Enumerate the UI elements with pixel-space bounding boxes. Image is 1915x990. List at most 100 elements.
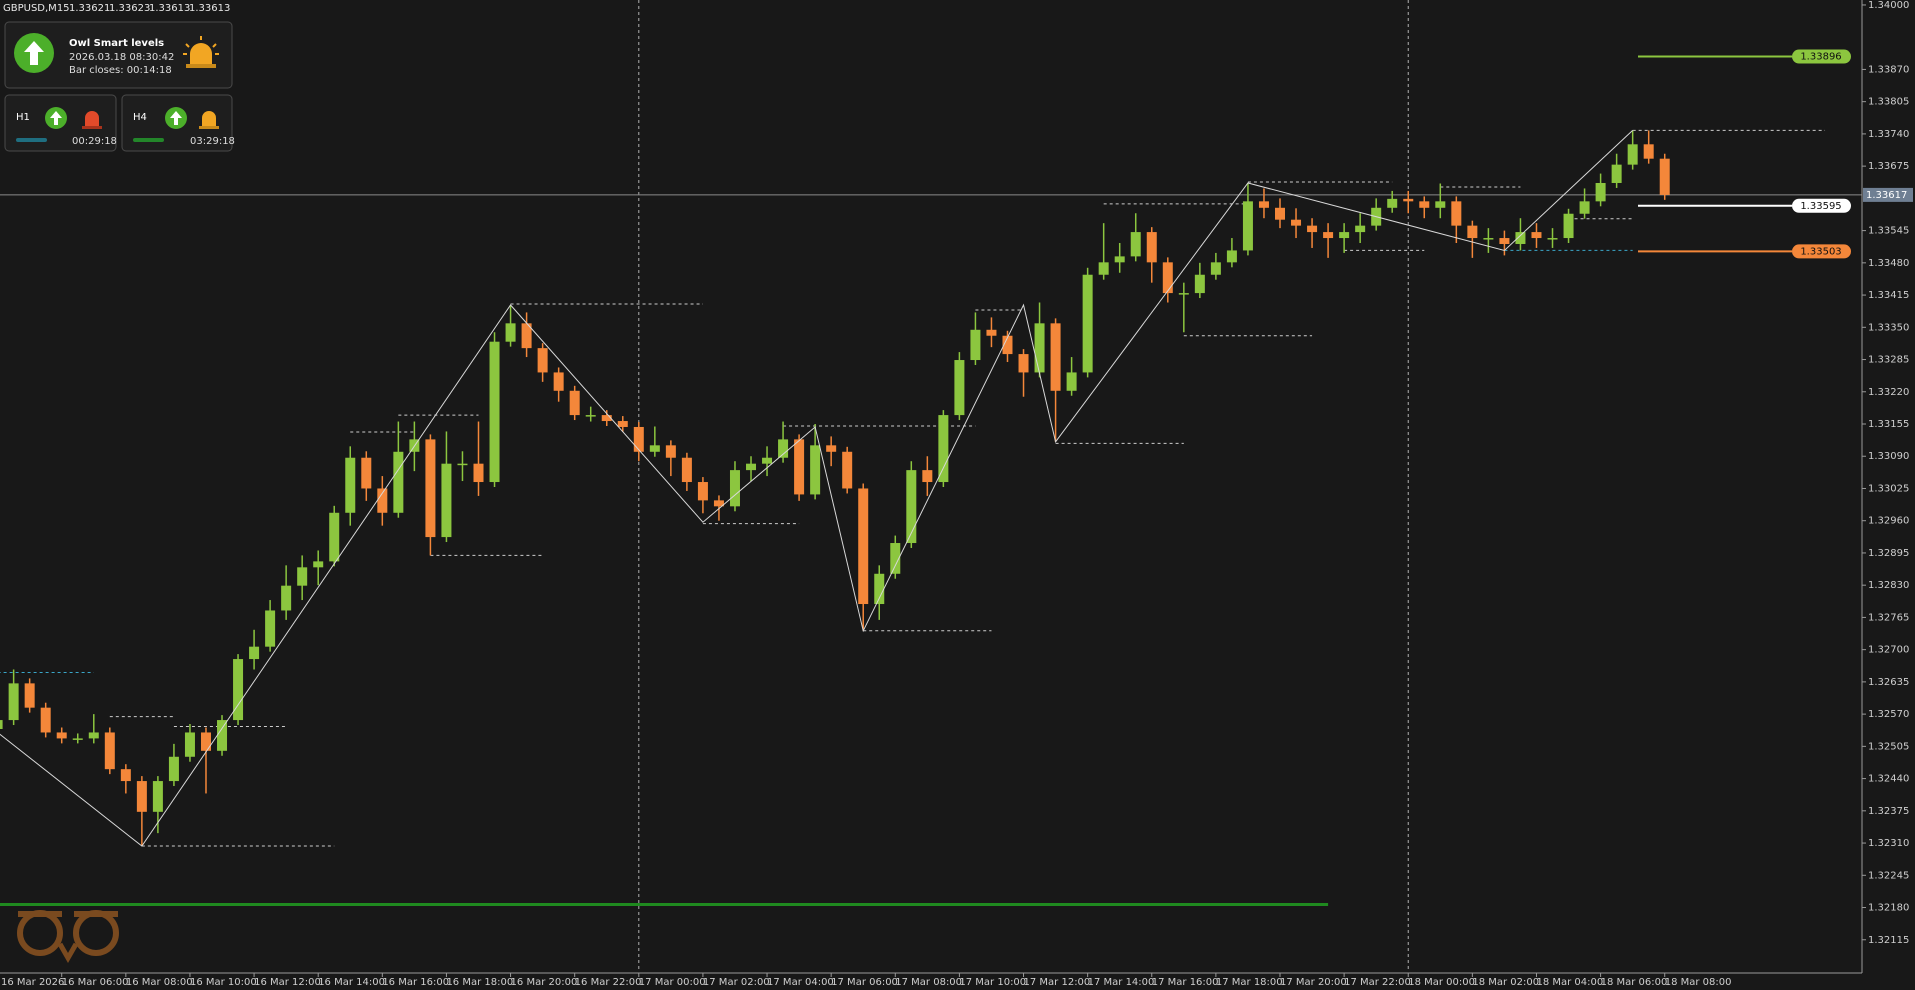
candle-body bbox=[746, 463, 757, 471]
candle-body bbox=[986, 329, 997, 336]
candle-body bbox=[954, 360, 965, 416]
level-label: 1.33896 bbox=[1800, 52, 1841, 63]
x-tick-label: 16 Mar 12:00 bbox=[254, 977, 321, 988]
candle-body bbox=[1226, 250, 1237, 263]
panel-time: 2026.03.18 08:30:42 bbox=[69, 52, 174, 63]
candle-body bbox=[1435, 201, 1446, 208]
y-tick-label: 1.32960 bbox=[1868, 516, 1909, 527]
x-tick-label: 16 Mar 18:00 bbox=[446, 977, 513, 988]
candle-body bbox=[826, 445, 837, 452]
candle-body bbox=[858, 488, 869, 605]
candle-body bbox=[168, 756, 179, 782]
candle-body bbox=[1018, 354, 1029, 373]
x-tick-label: 16 Mar 22:00 bbox=[575, 977, 642, 988]
candle-body bbox=[1579, 201, 1590, 214]
candle-body bbox=[489, 341, 500, 483]
y-tick-label: 1.33870 bbox=[1868, 64, 1909, 75]
candle-body bbox=[697, 482, 708, 501]
candle-body bbox=[1242, 201, 1253, 251]
candle-body bbox=[778, 439, 789, 458]
candle-body bbox=[1034, 323, 1045, 373]
x-tick-label: 17 Mar 00:00 bbox=[639, 977, 706, 988]
candle-body bbox=[425, 439, 436, 538]
current-price-badge bbox=[1863, 187, 1913, 202]
candle-body bbox=[1611, 164, 1622, 183]
progress-bar bbox=[133, 138, 164, 142]
candle-body bbox=[40, 707, 51, 733]
x-tick-label: 16 Mar 14:00 bbox=[318, 977, 385, 988]
x-tick-label: 16 Mar 08:00 bbox=[126, 977, 193, 988]
candle-body bbox=[553, 372, 564, 391]
y-tick-label: 1.33025 bbox=[1868, 483, 1909, 494]
candle-body bbox=[297, 567, 308, 586]
x-tick-label: 17 Mar 12:00 bbox=[1024, 977, 1091, 988]
candle-body bbox=[1307, 225, 1318, 233]
candle-body bbox=[1627, 144, 1638, 165]
candle-body bbox=[1403, 198, 1414, 202]
level-label: 1.33595 bbox=[1800, 201, 1841, 212]
x-tick-label: 17 Mar 06:00 bbox=[831, 977, 898, 988]
candle-body bbox=[473, 463, 484, 483]
candle-body bbox=[1547, 238, 1558, 240]
candle-body bbox=[1066, 372, 1077, 391]
y-tick-label: 1.32635 bbox=[1868, 677, 1909, 688]
x-tick-label: 16 Mar 2026 bbox=[1, 977, 64, 988]
y-tick-label: 1.33740 bbox=[1868, 129, 1909, 140]
candle-body bbox=[874, 573, 885, 605]
candle-body bbox=[906, 470, 917, 544]
bar-closes: Bar closes: 00:14:18 bbox=[69, 65, 172, 76]
candle-body bbox=[1531, 232, 1542, 239]
y-tick-label: 1.33350 bbox=[1868, 322, 1909, 333]
y-tick-label: 1.33675 bbox=[1868, 161, 1909, 172]
progress-bar bbox=[16, 138, 47, 142]
y-tick-label: 1.33285 bbox=[1868, 355, 1909, 366]
candle-body bbox=[281, 585, 292, 611]
y-tick-label: 1.33545 bbox=[1868, 226, 1909, 237]
candle-body bbox=[1002, 335, 1013, 355]
tf-panel-h4: H4 03:29:18 bbox=[121, 94, 235, 152]
candle-body bbox=[601, 415, 612, 422]
candle-body bbox=[1162, 262, 1173, 294]
candle-body bbox=[633, 426, 644, 452]
y-tick-label: 1.32310 bbox=[1868, 838, 1909, 849]
candle-body bbox=[88, 732, 99, 739]
x-tick-label: 18 Mar 02:00 bbox=[1472, 977, 1539, 988]
y-tick-label: 1.32830 bbox=[1868, 580, 1909, 591]
tf-panel-h1: H1 00:29:18 bbox=[4, 94, 117, 152]
y-tick-label: 1.32700 bbox=[1868, 645, 1909, 656]
candle-body bbox=[313, 561, 324, 568]
candle-body bbox=[361, 457, 372, 489]
up-arrow bbox=[50, 111, 62, 125]
candle-body bbox=[617, 421, 628, 427]
logo bbox=[17, 910, 119, 964]
alarm-icon bbox=[183, 36, 219, 68]
candle-body bbox=[184, 732, 195, 757]
symbol: GBPUSD,M15 bbox=[3, 3, 70, 14]
candle-body bbox=[1643, 144, 1654, 159]
candle-body bbox=[521, 323, 532, 349]
y-tick-label: 1.32505 bbox=[1868, 741, 1909, 752]
x-tick-label: 17 Mar 18:00 bbox=[1216, 977, 1283, 988]
candle-body bbox=[56, 732, 67, 739]
candle-body bbox=[136, 781, 147, 812]
candle-body bbox=[1419, 201, 1430, 208]
candle-body bbox=[393, 451, 404, 513]
up-arrow bbox=[24, 41, 44, 65]
y-tick-label: 1.32245 bbox=[1868, 870, 1909, 881]
x-tick-label: 17 Mar 22:00 bbox=[1344, 977, 1411, 988]
candle-body bbox=[377, 488, 388, 513]
candle-body bbox=[457, 463, 468, 466]
candle-body bbox=[1291, 219, 1302, 226]
tf-label: H1 bbox=[16, 112, 30, 123]
x-tick-label: 17 Mar 16:00 bbox=[1152, 977, 1219, 988]
x-tick-label: 17 Mar 08:00 bbox=[895, 977, 962, 988]
candle-body bbox=[0, 720, 3, 729]
panel-title: Owl Smart levels bbox=[69, 38, 164, 49]
candle-body bbox=[104, 732, 115, 770]
candle-body bbox=[1050, 323, 1061, 391]
candle-body bbox=[1210, 262, 1221, 275]
alarm-icon bbox=[82, 111, 102, 129]
candle-body bbox=[345, 457, 356, 513]
y-tick-label: 1.32375 bbox=[1868, 806, 1909, 817]
candle-body bbox=[1275, 207, 1285, 220]
